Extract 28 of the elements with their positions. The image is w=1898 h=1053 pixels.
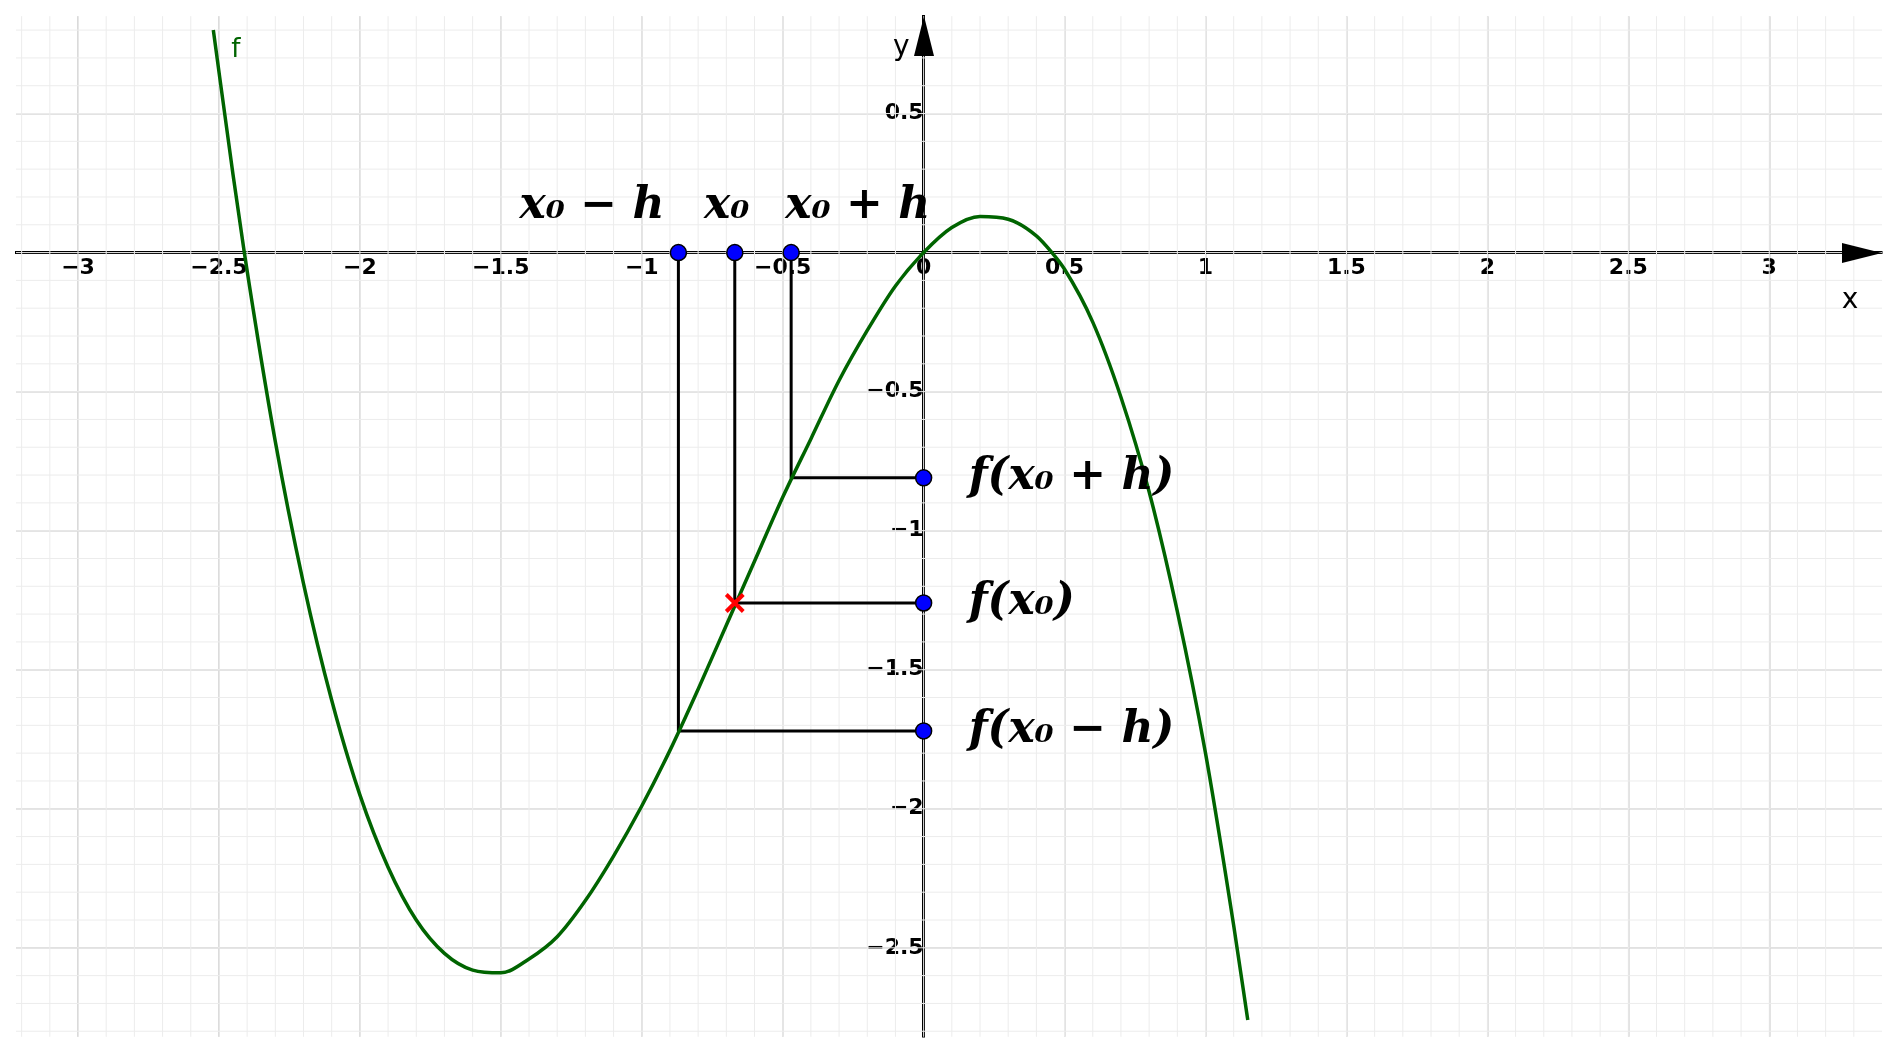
point <box>914 722 933 740</box>
point <box>669 243 688 262</box>
y-tick-label: 0.5 <box>884 99 924 125</box>
annotation: f(x₀) <box>965 573 1075 625</box>
x-tick-label: −1.5 <box>472 254 530 280</box>
y-tick-label: −2.5 <box>866 933 924 959</box>
x-tick-label: 1.5 <box>1326 254 1366 280</box>
x-tick-label: −3 <box>61 254 95 280</box>
series-label: f <box>231 32 242 63</box>
x-tick-label: −2 <box>343 254 377 280</box>
y-tick-label: −0.5 <box>866 377 924 403</box>
annotation: f(x₀ − h) <box>965 701 1175 753</box>
y-tick-label: −1 <box>889 516 924 542</box>
y-axis-title: y <box>893 29 910 63</box>
y-tick-label: −2 <box>889 794 924 820</box>
x-axis-title: x <box>1841 281 1859 315</box>
x-tick-label: 2.5 <box>1608 254 1648 280</box>
point <box>914 469 933 487</box>
point <box>726 243 744 262</box>
x-tick-label: −2.5 <box>190 254 248 280</box>
annotation: x₀ <box>703 177 750 229</box>
x-tick-label: 3 <box>1761 254 1777 280</box>
x-tick-label: 2 <box>1479 254 1496 280</box>
point <box>914 594 933 612</box>
x-tick-label: −1 <box>624 254 659 280</box>
annotation: x₀ − h <box>518 177 665 229</box>
point <box>724 592 746 614</box>
y-tick-label: −1.5 <box>866 655 924 681</box>
